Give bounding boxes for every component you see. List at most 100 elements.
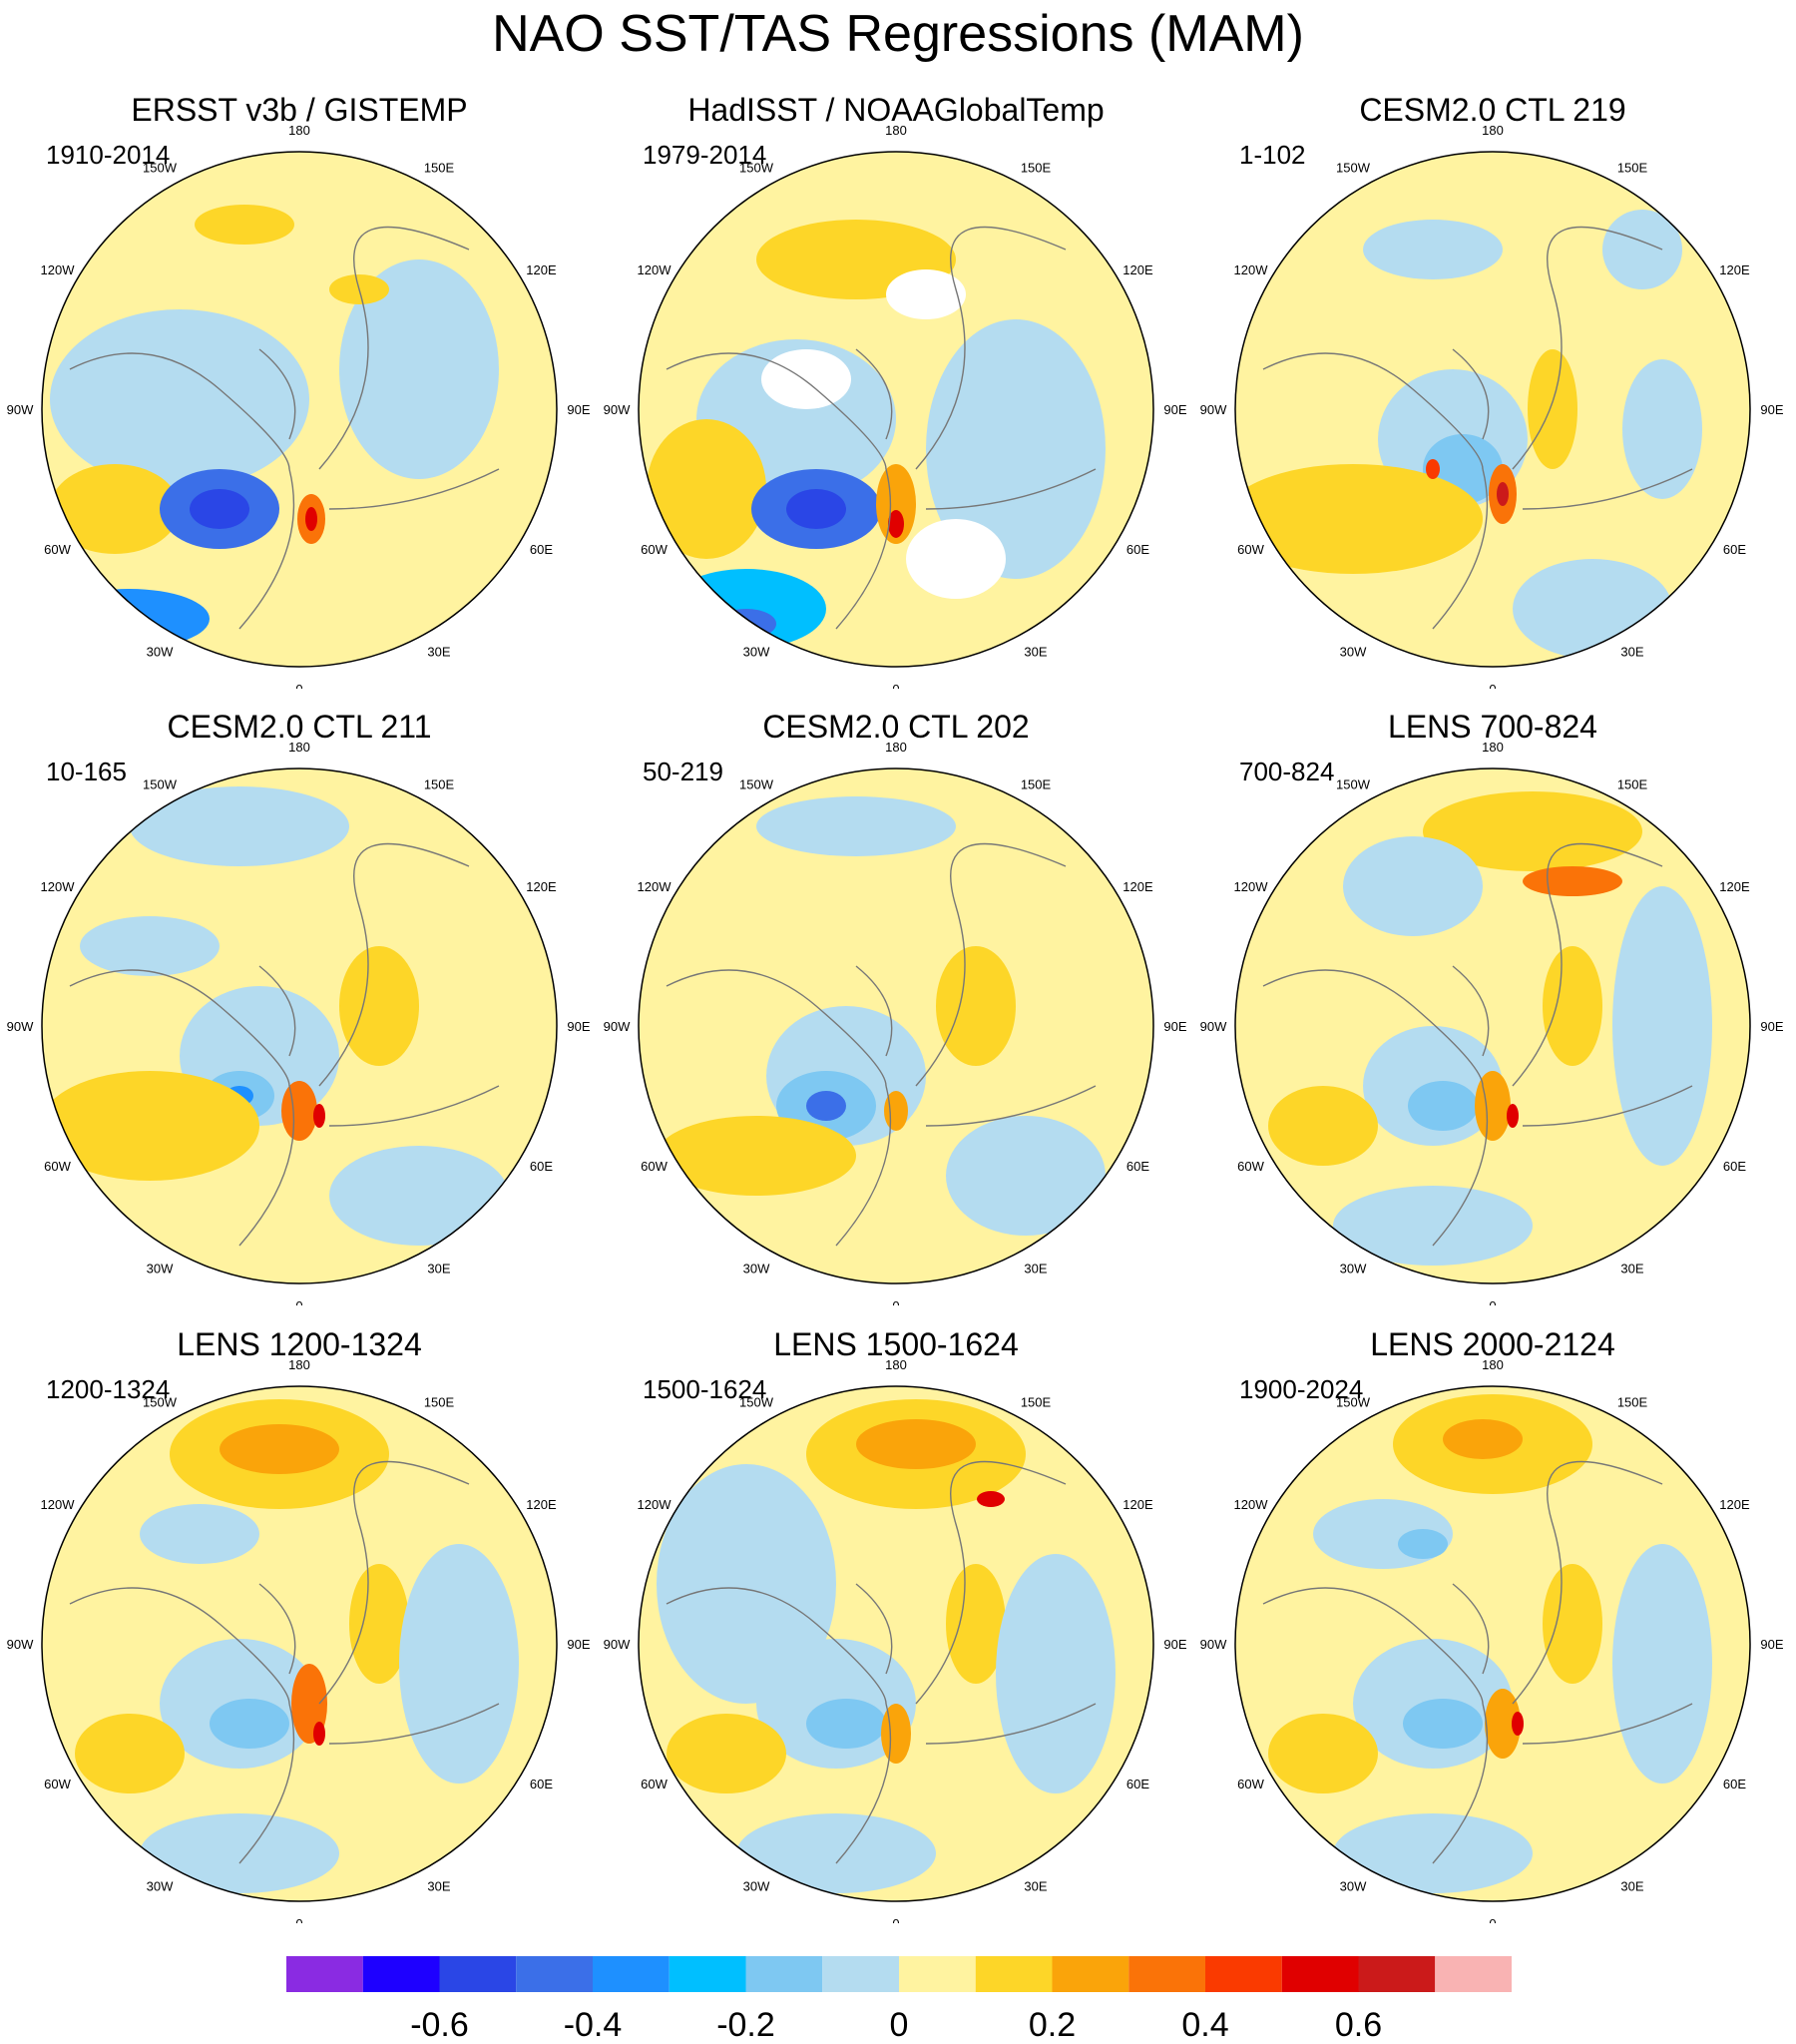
coastline xyxy=(1522,468,1693,510)
map-boundary xyxy=(41,1385,558,1902)
contour-region xyxy=(80,916,220,976)
map-boundary xyxy=(638,767,1154,1284)
contour-region xyxy=(329,1146,509,1246)
contour-region xyxy=(1512,1712,1524,1736)
longitude-label: 30E xyxy=(427,644,450,659)
colorbar-box xyxy=(286,1956,363,1992)
longitude-label: 180 xyxy=(1482,740,1504,755)
contour-region xyxy=(339,946,419,1066)
contour-region xyxy=(888,510,904,538)
contour-region xyxy=(1268,1086,1378,1166)
contour-region xyxy=(399,1544,519,1784)
longitude-label: 30E xyxy=(427,1261,450,1276)
contour-region xyxy=(1426,459,1440,479)
longitude-label: 30E xyxy=(1620,1878,1643,1893)
longitude-label: 120E xyxy=(1719,1497,1750,1512)
contour-region xyxy=(946,1564,1006,1684)
longitude-label: 0 xyxy=(1489,1916,1496,1923)
longitude-label: 90W xyxy=(604,402,631,417)
longitude-label: 30E xyxy=(1024,1261,1047,1276)
contour-region xyxy=(1485,1689,1521,1759)
longitude-label: 150E xyxy=(1617,777,1648,792)
contour-region xyxy=(1602,210,1682,289)
coastline xyxy=(1512,842,1663,1087)
longitude-label: 90E xyxy=(1163,1637,1186,1652)
longitude-label: 60W xyxy=(1237,542,1264,557)
coastline xyxy=(238,1085,295,1247)
coastline xyxy=(1432,1703,1489,1864)
longitude-label: 150E xyxy=(1617,1395,1648,1410)
coastline xyxy=(1262,969,1484,1087)
longitude-label: 30E xyxy=(1620,644,1643,659)
contour-region xyxy=(936,946,1016,1066)
panel-period: 1200-1324 xyxy=(46,1374,171,1404)
longitude-label: 60E xyxy=(1723,1159,1746,1174)
longitude-label: 30E xyxy=(1024,644,1047,659)
longitude-label: 0 xyxy=(1489,682,1496,689)
coastline xyxy=(1512,1460,1663,1705)
contour-region xyxy=(1612,886,1712,1166)
coastline xyxy=(915,1460,1067,1705)
contour-region xyxy=(1343,836,1483,936)
longitude-label: 150E xyxy=(424,161,455,176)
contour-region xyxy=(1612,1544,1712,1784)
polar-map: 180 150E 120E 90E 60E 30E 0 30W 60W 90W 120W 150W xyxy=(7,1357,591,1923)
contour-region xyxy=(886,269,966,319)
longitude-label: 150E xyxy=(1021,1395,1052,1410)
colorbar-box xyxy=(1052,1956,1129,1992)
longitude-label: 150E xyxy=(1617,161,1648,176)
colorbar-box xyxy=(899,1956,976,1992)
longitude-label: 180 xyxy=(1482,123,1504,138)
contour-region xyxy=(1363,220,1503,279)
longitude-label: 60W xyxy=(44,1159,71,1174)
contour-region xyxy=(1235,464,1483,574)
contour-region xyxy=(1443,1419,1523,1459)
longitude-label: 120E xyxy=(526,1497,557,1512)
contour-region xyxy=(190,489,249,529)
coastline xyxy=(328,468,500,510)
longitude-label: 30W xyxy=(147,644,174,659)
longitude-label: 150E xyxy=(424,1395,455,1410)
colorbar-box xyxy=(1358,1956,1436,1992)
panel-title: CESM2.0 CTL 211 xyxy=(167,709,432,745)
coastline xyxy=(69,352,290,470)
polar-map: 180 150E 120E 90E 60E 30E 0 30W 60W 90W 120W 150W xyxy=(1200,123,1784,689)
longitude-label: 90E xyxy=(1163,1019,1186,1034)
panel-title: LENS 1500-1624 xyxy=(773,1326,1019,1362)
longitude-label: 60W xyxy=(1237,1777,1264,1791)
longitude-label: 60E xyxy=(1126,1159,1149,1174)
longitude-label: 150W xyxy=(143,161,178,176)
longitude-label: 60E xyxy=(1126,1777,1149,1791)
longitude-label: 60E xyxy=(530,1777,553,1791)
longitude-label: 90E xyxy=(567,1637,590,1652)
contour-region xyxy=(996,1554,1116,1793)
panel-title: LENS 2000-2124 xyxy=(1370,1326,1615,1362)
longitude-label: 180 xyxy=(288,1357,310,1372)
longitude-label: 180 xyxy=(885,1357,907,1372)
longitude-label: 180 xyxy=(288,123,310,138)
contour-region xyxy=(1523,866,1622,896)
longitude-label: 30E xyxy=(1024,1878,1047,1893)
colorbar-box xyxy=(745,1956,823,1992)
longitude-label: 60E xyxy=(1723,1777,1746,1791)
colorbar-box xyxy=(669,1956,746,1992)
coastline xyxy=(835,1703,892,1864)
contour-region xyxy=(926,319,1106,579)
longitude-label: 120W xyxy=(638,1497,673,1512)
longitude-label: 0 xyxy=(295,1298,302,1305)
coastline xyxy=(1452,348,1490,440)
colorbar-tick-label: 0.4 xyxy=(1181,2006,1228,2044)
longitude-label: 30W xyxy=(1340,1261,1367,1276)
longitude-label: 60E xyxy=(1126,542,1149,557)
longitude-label: 120W xyxy=(41,262,76,277)
contour-region xyxy=(806,1091,846,1121)
colorbar-tick-label: 0 xyxy=(890,2006,909,2044)
coastline xyxy=(258,1583,296,1675)
colorbar-tick-label: -0.2 xyxy=(716,2006,775,2044)
polar-map: 180 150E 120E 90E 60E 30E 0 30W 60W 90W 120W 150W xyxy=(604,1357,1187,1923)
longitude-label: 90E xyxy=(1760,1637,1783,1652)
coastline xyxy=(69,969,290,1087)
longitude-label: 150W xyxy=(739,777,774,792)
